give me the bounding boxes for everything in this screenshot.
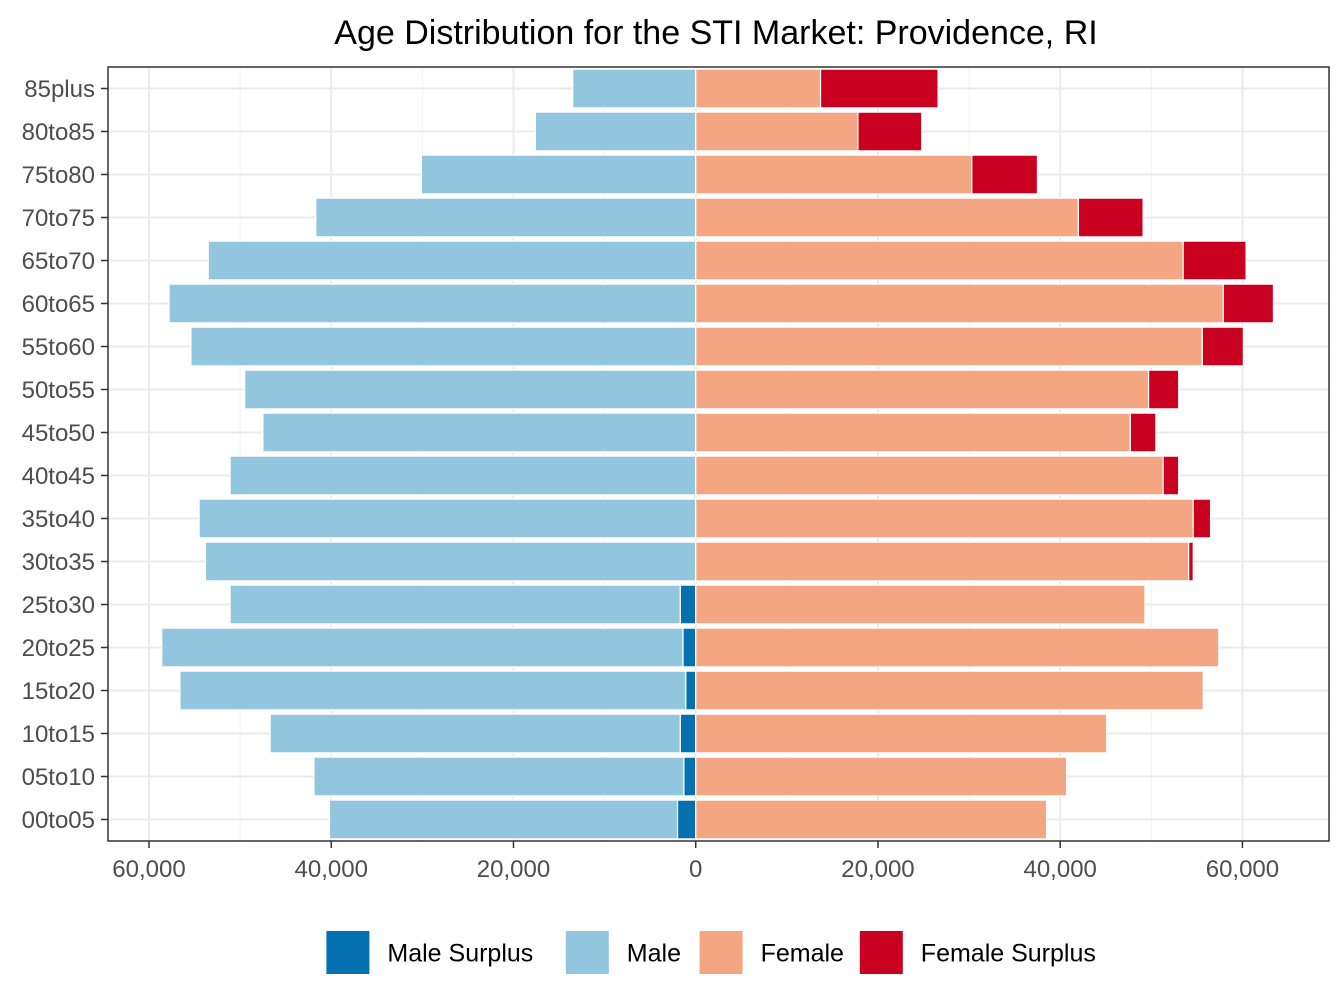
y-tick-label: 65to70 bbox=[22, 248, 95, 275]
bar-male bbox=[179, 670, 687, 711]
y-tick-label: 40to45 bbox=[22, 463, 95, 490]
y-tick-label: 50to55 bbox=[22, 377, 95, 404]
bar-female bbox=[695, 197, 1080, 238]
bar-female bbox=[695, 756, 1068, 797]
y-tick-label: 80to85 bbox=[22, 119, 95, 146]
bar-female-surplus bbox=[1077, 197, 1144, 238]
y-tick-label: 55to60 bbox=[22, 334, 95, 361]
y-tick-label: 15to20 bbox=[22, 678, 95, 705]
bar-male bbox=[534, 111, 697, 152]
bar-male bbox=[161, 627, 684, 668]
bar-female bbox=[695, 283, 1224, 324]
legend-label: Male bbox=[627, 940, 681, 968]
legend-label: Female Surplus bbox=[921, 940, 1096, 968]
bar-female bbox=[695, 498, 1194, 539]
x-tick-label: 40,000 bbox=[295, 856, 368, 883]
bar-female bbox=[695, 154, 973, 195]
bar-male bbox=[198, 498, 697, 539]
x-tick-label: 60,000 bbox=[112, 856, 185, 883]
bar-female-surplus bbox=[1201, 326, 1244, 367]
bar-male bbox=[190, 326, 697, 367]
y-tick-label: 10to15 bbox=[22, 721, 95, 748]
bar-female-surplus bbox=[971, 154, 1039, 195]
bar-female bbox=[695, 111, 859, 152]
bar-female bbox=[695, 670, 1204, 711]
bar-female-surplus bbox=[1182, 240, 1247, 281]
bars-layer bbox=[161, 68, 1275, 840]
bar-male-surplus bbox=[685, 670, 697, 711]
bar-male bbox=[328, 799, 679, 840]
bar-female-surplus bbox=[1129, 412, 1157, 453]
y-tick-label: 70to75 bbox=[22, 205, 95, 232]
bar-male bbox=[313, 756, 685, 797]
bar-male bbox=[262, 412, 697, 453]
bar-male-surplus bbox=[683, 756, 697, 797]
bar-female-surplus bbox=[857, 111, 923, 152]
bar-female-surplus bbox=[819, 68, 939, 109]
legend: Male Surplus Male Female Female Surplus bbox=[326, 931, 1096, 974]
bar-female-surplus bbox=[1162, 455, 1180, 496]
bar-male bbox=[420, 154, 697, 195]
bar-female bbox=[695, 326, 1203, 367]
bar-male bbox=[229, 455, 697, 496]
y-tick-label: 35to40 bbox=[22, 506, 95, 533]
legend-key-male-surplus bbox=[326, 931, 370, 974]
axis-layer: 00to05 05to10 10to15 15to20 20to25 25to30 30to… bbox=[22, 76, 1280, 883]
y-tick-label: 45to50 bbox=[22, 420, 95, 447]
legend-key-male bbox=[565, 931, 609, 974]
y-tick-label: 60to65 bbox=[22, 291, 95, 318]
bar-male-surplus bbox=[679, 584, 697, 625]
bar-female bbox=[695, 627, 1220, 668]
bar-female-surplus bbox=[1192, 498, 1212, 539]
bar-male bbox=[204, 541, 697, 582]
x-tick-label: 20,000 bbox=[841, 856, 914, 883]
bar-female bbox=[695, 68, 822, 109]
bar-male bbox=[315, 197, 697, 238]
bar-male bbox=[269, 713, 681, 754]
y-tick-label: 00to05 bbox=[22, 807, 95, 834]
chart-title: Age Distribution for the STI Market: Pro… bbox=[334, 14, 1097, 52]
plot-panel-border bbox=[107, 66, 1330, 842]
bar-male bbox=[229, 584, 681, 625]
y-tick-label: 30to35 bbox=[22, 549, 95, 576]
y-tick-label: 25to30 bbox=[22, 592, 95, 619]
bar-male bbox=[168, 283, 697, 324]
bar-male-surplus bbox=[682, 627, 697, 668]
legend-key-female bbox=[699, 931, 743, 974]
legend-label: Female bbox=[761, 940, 844, 968]
bar-female bbox=[695, 369, 1150, 410]
y-tick-label: 20to25 bbox=[22, 635, 95, 662]
bar-female-surplus bbox=[1147, 369, 1180, 410]
x-tick-label: 20,000 bbox=[477, 856, 550, 883]
bar-female bbox=[695, 455, 1164, 496]
x-tick-label: 40,000 bbox=[1023, 856, 1096, 883]
bar-female bbox=[695, 541, 1190, 582]
bar-female bbox=[695, 799, 1048, 840]
bar-male-surplus bbox=[679, 713, 697, 754]
bar-female bbox=[695, 412, 1131, 453]
bar-female-surplus bbox=[1188, 541, 1194, 582]
bar-female-surplus bbox=[1222, 283, 1275, 324]
x-tick-label: 60,000 bbox=[1206, 856, 1279, 883]
bar-female bbox=[695, 584, 1146, 625]
bar-female bbox=[695, 713, 1108, 754]
y-tick-label: 05to10 bbox=[22, 764, 95, 791]
y-tick-label: 85plus bbox=[24, 76, 95, 103]
plot-panel bbox=[108, 67, 1329, 841]
x-tick-label: 0 bbox=[689, 856, 702, 883]
bar-male bbox=[244, 369, 697, 410]
y-tick-label: 75to80 bbox=[22, 162, 95, 189]
bar-male bbox=[572, 68, 697, 109]
bar-male-surplus bbox=[676, 799, 697, 840]
bar-female bbox=[695, 240, 1184, 281]
legend-label: Male Surplus bbox=[387, 940, 533, 968]
legend-key-female-surplus bbox=[859, 931, 903, 974]
bar-male bbox=[207, 240, 697, 281]
